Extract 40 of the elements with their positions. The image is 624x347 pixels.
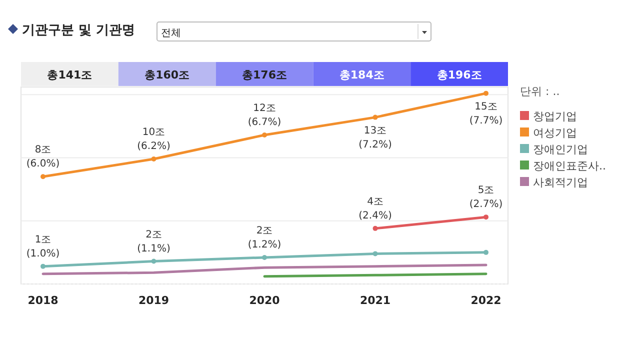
x-tick-label: 2020 <box>249 294 280 307</box>
data-label: 15조 (7.7%) <box>469 101 503 126</box>
data-label: 2조 (1.2%) <box>248 225 282 250</box>
x-tick-label: 2022 <box>470 294 502 307</box>
text: 총196조 <box>436 68 482 82</box>
point <box>372 226 378 231</box>
data-label: 10조 (6.2%) <box>137 126 170 152</box>
text: 총160조 <box>144 68 190 82</box>
legend-label: 창업기업 <box>533 110 577 123</box>
text: 총141조 <box>47 68 92 82</box>
dropdown: 전체 <box>156 22 432 42</box>
legend-label: 사회적기업 <box>533 176 588 189</box>
legend-label: 장애인표준사.. <box>533 160 606 172</box>
legend-label: 여성기업 <box>533 126 577 140</box>
point <box>372 114 378 120</box>
point <box>262 132 267 138</box>
point <box>372 251 378 256</box>
data-label: 4조 (2.4%) <box>358 196 392 222</box>
data-label: 5조 (2.7%) <box>469 185 503 210</box>
x-tick-label: 2018 <box>28 294 58 307</box>
point <box>484 214 488 220</box>
data-label: 13조 (7.2%) <box>358 125 392 150</box>
point <box>484 90 488 96</box>
point <box>40 174 46 180</box>
text: 총184조 <box>339 68 384 82</box>
legend-label: 장애인기업 <box>533 143 588 156</box>
chart-title: 기관구분 및 기관명 <box>22 23 136 38</box>
legend-title: 단위 : .. <box>520 85 560 98</box>
text: 총176조 <box>242 68 287 82</box>
data-label: 1조 (1.0%) <box>26 234 60 260</box>
point <box>151 258 156 264</box>
point <box>262 254 267 260</box>
point <box>40 264 46 269</box>
data-label: 12조 (6.7%) <box>248 102 282 128</box>
x-tick-label: 2021 <box>360 294 391 307</box>
point <box>151 156 156 162</box>
data-label: 8조 (6.0%) <box>26 144 60 170</box>
point <box>484 250 488 255</box>
data-label: 2조 (1.1%) <box>137 229 170 254</box>
x-tick-label: 2019 <box>138 294 170 307</box>
